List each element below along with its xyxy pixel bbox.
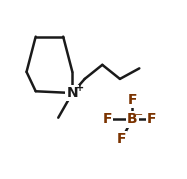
Text: F: F (147, 112, 156, 126)
Text: +: + (76, 83, 84, 93)
Text: F: F (128, 93, 137, 107)
Text: N: N (67, 86, 78, 100)
Text: −: − (135, 110, 143, 120)
Text: B: B (127, 112, 138, 126)
Text: F: F (103, 112, 112, 126)
Text: F: F (117, 132, 126, 146)
